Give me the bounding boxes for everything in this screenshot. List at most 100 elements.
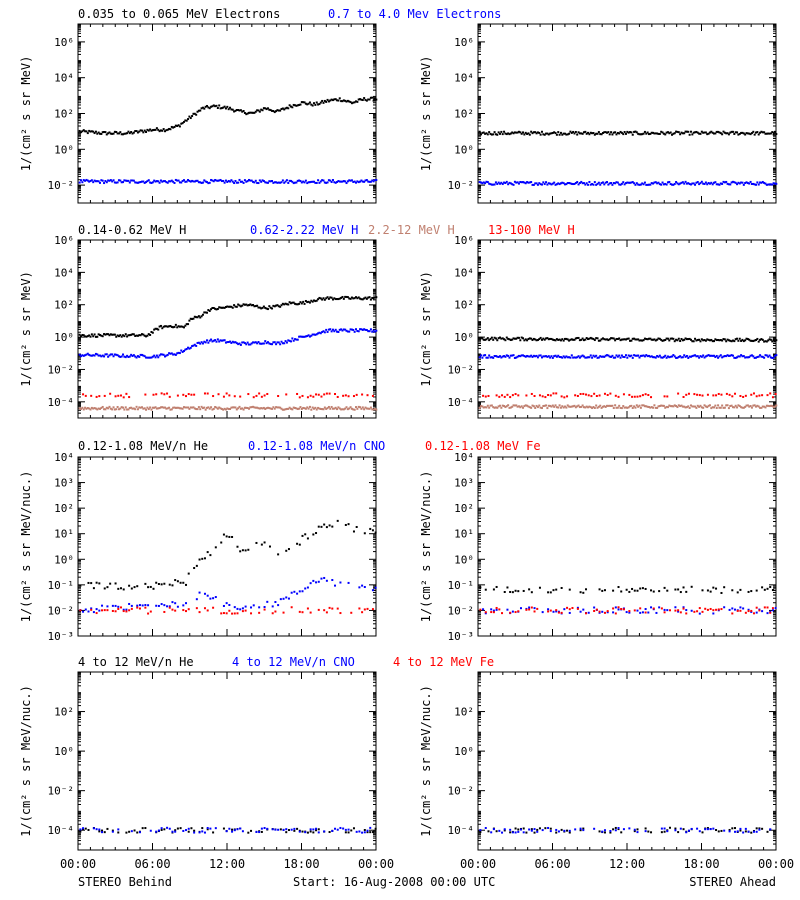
- data-point: [164, 325, 167, 328]
- data-point: [478, 130, 481, 133]
- data-point: [226, 341, 229, 344]
- data-point: [486, 356, 489, 359]
- data-point: [353, 101, 356, 104]
- data-point: [318, 331, 321, 334]
- data-point: [238, 405, 241, 408]
- data-point: [642, 339, 645, 342]
- data-point: [501, 831, 504, 834]
- data-point: [235, 181, 238, 184]
- data-point: [734, 608, 737, 611]
- data-point: [582, 355, 585, 358]
- data-point: [155, 581, 158, 584]
- data-point: [241, 607, 244, 610]
- data-point: [759, 354, 762, 357]
- data-point: [111, 609, 114, 612]
- data-point: [494, 355, 497, 358]
- data-point: [168, 827, 171, 830]
- data-point: [273, 341, 276, 344]
- data-point: [92, 181, 95, 184]
- x-tick-label: 00:00: [758, 857, 794, 871]
- data-point: [176, 406, 179, 409]
- data-point: [334, 406, 337, 409]
- data-point: [722, 180, 725, 183]
- data-point: [333, 297, 336, 300]
- data-point: [672, 354, 675, 357]
- data-point: [371, 296, 374, 299]
- data-point: [747, 830, 750, 833]
- data-point: [338, 407, 341, 410]
- data-point: [727, 339, 730, 342]
- data-point: [85, 130, 88, 133]
- data-point: [90, 608, 93, 611]
- data-point: [601, 405, 604, 408]
- data-point: [357, 405, 360, 408]
- data-point: [174, 829, 177, 832]
- data-point: [193, 180, 196, 183]
- data-point: [290, 606, 293, 609]
- data-point: [693, 610, 696, 613]
- data-point: [132, 354, 135, 357]
- data-point: [292, 182, 295, 185]
- data-point: [207, 106, 210, 109]
- data-point: [757, 183, 760, 186]
- data-point: [315, 393, 318, 396]
- data-point: [546, 183, 549, 186]
- data-point: [141, 604, 144, 607]
- data-point: [480, 405, 483, 408]
- data-point: [577, 355, 580, 358]
- data-point: [277, 553, 280, 556]
- data-point: [496, 339, 499, 342]
- data-point: [519, 607, 522, 610]
- data-point: [634, 338, 637, 341]
- data-point: [361, 406, 364, 409]
- data-point: [274, 828, 277, 831]
- data-point: [163, 393, 166, 396]
- data-point: [292, 103, 295, 106]
- y-axis-label: 1/(cm² s sr MeV): [419, 271, 433, 387]
- data-point: [479, 831, 482, 834]
- data-point: [486, 133, 489, 136]
- y-tick-label: 10⁰: [54, 553, 74, 566]
- data-point: [356, 180, 359, 183]
- data-point: [204, 341, 207, 344]
- data-point: [495, 608, 498, 611]
- data-point: [515, 404, 518, 407]
- data-point: [138, 406, 141, 409]
- data-point: [527, 132, 530, 135]
- data-point: [161, 353, 164, 356]
- data-point: [97, 180, 100, 183]
- data-point: [293, 829, 296, 832]
- data-point: [574, 394, 577, 397]
- data-point: [365, 297, 368, 300]
- data-point: [272, 181, 275, 184]
- data-point: [696, 181, 699, 184]
- data-point: [679, 827, 682, 830]
- data-point: [339, 581, 342, 584]
- data-point: [568, 405, 571, 408]
- data-point: [216, 179, 219, 182]
- x-tick-label: 06:00: [134, 857, 170, 871]
- data-point: [478, 406, 481, 409]
- data-point: [488, 182, 491, 185]
- data-point: [95, 612, 98, 615]
- data-point: [220, 180, 223, 183]
- data-point: [180, 122, 183, 125]
- data-point: [720, 591, 723, 594]
- data-point: [662, 404, 665, 407]
- data-point: [503, 338, 506, 341]
- data-point: [585, 405, 588, 408]
- data-point: [254, 305, 257, 308]
- data-point: [515, 131, 518, 134]
- data-point: [284, 107, 287, 110]
- data-point: [174, 406, 177, 409]
- data-point: [643, 181, 646, 184]
- data-point: [720, 829, 723, 832]
- data-point: [124, 132, 127, 135]
- data-point: [587, 406, 590, 409]
- data-point: [538, 404, 541, 407]
- data-point: [294, 181, 297, 184]
- data-point: [685, 130, 688, 133]
- data-point: [484, 612, 487, 615]
- data-point: [482, 181, 485, 184]
- data-point: [744, 394, 747, 397]
